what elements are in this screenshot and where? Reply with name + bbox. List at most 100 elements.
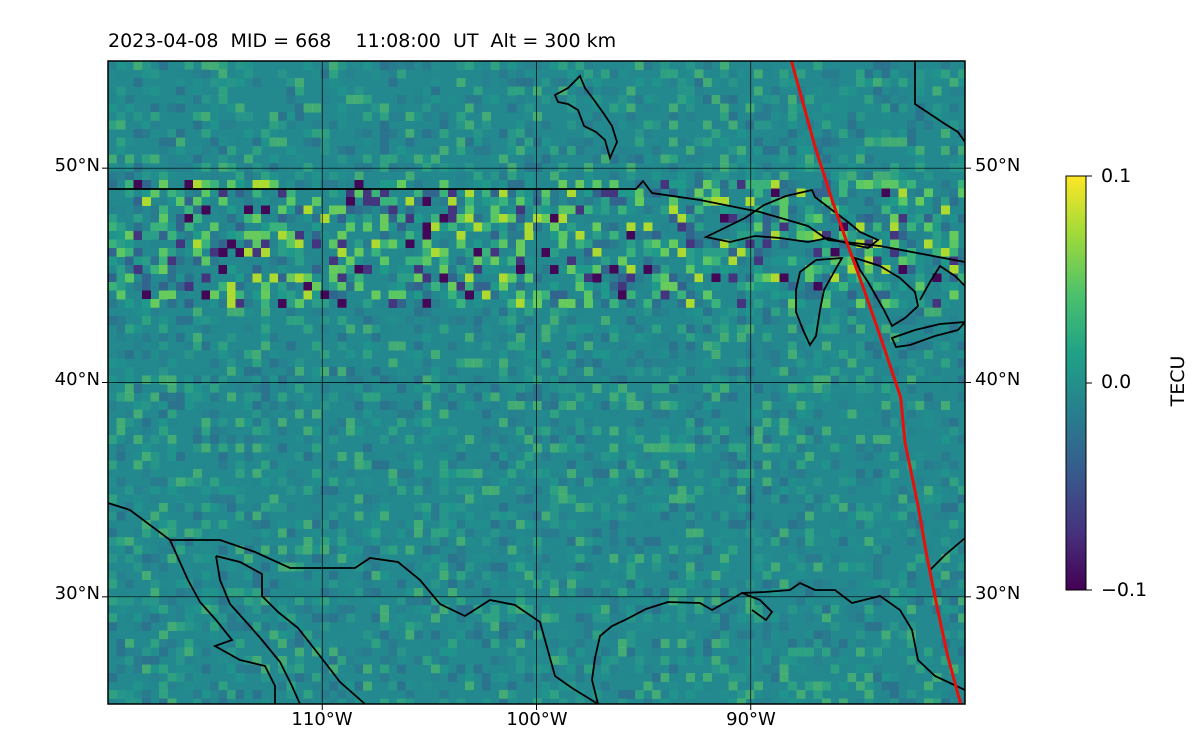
tec-pixel xyxy=(949,503,959,512)
tec-pixel xyxy=(762,265,772,274)
tec-pixel xyxy=(881,630,891,640)
tec-pixel xyxy=(550,78,559,87)
tec-pixel xyxy=(669,273,678,283)
tec-pixel xyxy=(312,171,321,181)
tec-pixel xyxy=(924,324,933,334)
tec-pixel xyxy=(516,477,525,487)
tec-pixel xyxy=(524,256,534,266)
tec-pixel xyxy=(618,290,627,300)
tec-pixel xyxy=(448,214,457,223)
tec-pixel xyxy=(745,171,755,181)
tec-pixel xyxy=(201,588,211,597)
tec-pixel xyxy=(915,256,925,266)
tec-pixel xyxy=(686,528,695,538)
tec-pixel xyxy=(490,61,500,70)
tec-pixel xyxy=(210,324,219,334)
tec-pixel xyxy=(711,95,721,104)
tec-pixel xyxy=(490,443,500,453)
tec-pixel xyxy=(261,588,270,597)
tec-pixel xyxy=(303,698,313,704)
tec-pixel xyxy=(465,486,474,495)
tec-pixel xyxy=(949,188,959,198)
tec-pixel xyxy=(575,299,585,308)
tec-pixel xyxy=(184,256,194,266)
tec-pixel xyxy=(924,698,933,704)
tec-pixel xyxy=(176,477,185,487)
tec-pixel xyxy=(397,163,406,172)
tec-pixel xyxy=(193,673,202,682)
tec-pixel xyxy=(516,78,525,87)
tec-pixel xyxy=(567,545,576,555)
tec-pixel xyxy=(405,528,415,538)
tec-pixel xyxy=(779,256,789,266)
tec-pixel xyxy=(482,435,491,444)
tec-pixel xyxy=(312,256,321,266)
tec-pixel xyxy=(201,639,211,648)
tec-pixel xyxy=(193,435,202,444)
tec-pixel xyxy=(771,197,780,206)
tec-pixel xyxy=(941,605,950,614)
tec-pixel xyxy=(550,443,559,453)
tec-pixel xyxy=(320,486,330,495)
tec-pixel xyxy=(337,511,347,521)
tec-pixel xyxy=(388,61,398,70)
tec-pixel xyxy=(720,265,729,274)
tec-pixel xyxy=(762,180,772,189)
tec-pixel xyxy=(660,384,670,393)
tec-pixel xyxy=(142,554,151,563)
tec-pixel xyxy=(915,163,925,172)
tec-pixel xyxy=(907,214,916,223)
tec-pixel xyxy=(703,681,712,691)
tec-pixel xyxy=(516,214,525,223)
tec-pixel xyxy=(167,137,177,147)
tec-pixel xyxy=(669,214,678,223)
tec-pixel xyxy=(822,605,831,614)
tec-pixel xyxy=(142,452,151,461)
tec-pixel xyxy=(864,273,874,283)
tec-pixel xyxy=(533,384,542,393)
tec-pixel xyxy=(626,605,636,614)
tec-pixel xyxy=(388,69,398,79)
tec-pixel xyxy=(864,129,874,138)
tec-pixel xyxy=(771,222,780,232)
tec-pixel xyxy=(244,588,253,597)
tec-pixel xyxy=(142,698,151,704)
tec-pixel xyxy=(516,460,525,470)
tec-pixel xyxy=(388,698,398,704)
tec-pixel xyxy=(609,180,619,189)
tec-pixel xyxy=(507,622,517,631)
tec-pixel xyxy=(397,95,406,104)
tec-pixel xyxy=(873,554,882,563)
tec-pixel xyxy=(686,324,695,334)
tec-pixel xyxy=(320,537,330,546)
tec-pixel xyxy=(448,469,457,478)
tec-pixel xyxy=(252,622,262,631)
tec-pixel xyxy=(762,537,772,546)
tec-pixel xyxy=(116,120,126,130)
tec-pixel xyxy=(142,545,151,555)
tec-pixel xyxy=(847,163,857,172)
tec-pixel xyxy=(303,605,313,614)
tec-pixel xyxy=(805,384,814,393)
tec-pixel xyxy=(805,537,814,546)
tec-pixel xyxy=(201,112,211,121)
tec-pixel xyxy=(516,86,525,96)
tec-pixel xyxy=(720,375,729,385)
tec-pixel xyxy=(924,171,933,181)
tec-pixel xyxy=(575,205,585,215)
tec-pixel xyxy=(805,511,814,521)
tec-pixel xyxy=(269,358,279,368)
tec-pixel xyxy=(193,95,202,104)
tec-pixel xyxy=(235,418,245,427)
tec-pixel xyxy=(363,443,372,453)
tec-pixel xyxy=(669,681,678,691)
tec-pixel xyxy=(439,571,449,580)
tec-pixel xyxy=(813,554,823,563)
tec-pixel xyxy=(864,477,874,487)
tec-pixel xyxy=(609,197,619,206)
tec-pixel xyxy=(830,605,840,614)
tec-pixel xyxy=(652,299,661,308)
tec-pixel xyxy=(533,137,542,147)
tec-pixel xyxy=(456,698,466,704)
tec-pixel xyxy=(312,469,321,478)
